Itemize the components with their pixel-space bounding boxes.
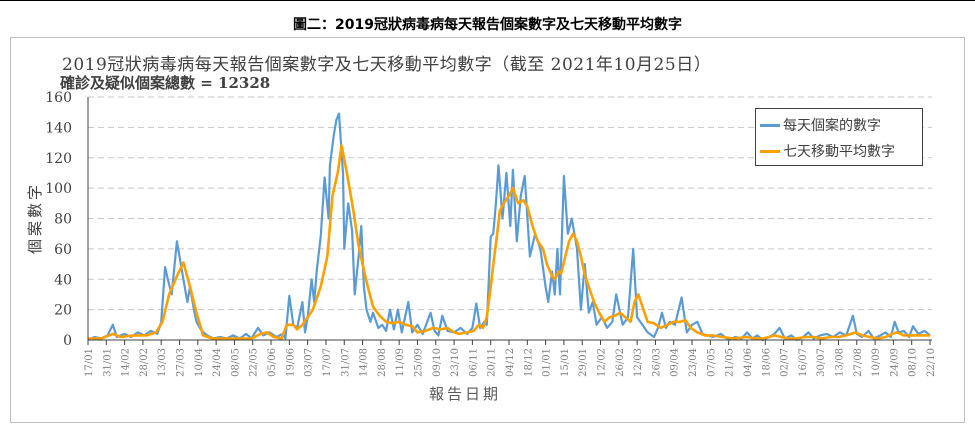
- x-tick-label: 16/07: [798, 348, 809, 377]
- legend-label-moving-average: 七天移動平均數字: [783, 144, 895, 160]
- y-tick-label: 0: [63, 333, 72, 349]
- x-axis-title: 報告日期: [429, 385, 501, 403]
- x-tick-label: 20/11: [487, 348, 498, 377]
- x-tick-label: 27/03: [176, 348, 187, 377]
- x-tick-label: 28/08: [377, 348, 388, 377]
- x-tick-label: 18/12: [523, 348, 534, 377]
- x-tick-label: 08/10: [908, 348, 919, 377]
- y-tick-label: 160: [45, 90, 72, 106]
- x-tick-label: 03/07: [304, 348, 315, 377]
- x-tick-label: 09/04: [670, 348, 681, 377]
- x-tick-label: 01/01: [542, 348, 553, 377]
- x-tick-label: 22/10: [926, 348, 937, 377]
- y-tick-label: 60: [54, 242, 72, 258]
- x-tick-label: 12/03: [633, 348, 644, 377]
- legend: 每天個案的數字 七天移動平均數字: [755, 108, 923, 166]
- y-tick-label: 140: [45, 120, 72, 136]
- x-tick-label: 13/03: [157, 348, 168, 377]
- y-tick-label: 120: [45, 151, 72, 167]
- x-tick-label: 17/07: [322, 348, 333, 377]
- x-tick-label: 15/01: [560, 348, 571, 377]
- legend-swatch-moving-average: [760, 149, 780, 153]
- x-tick-label: 21/05: [725, 348, 736, 377]
- x-tick-label: 23/10: [450, 348, 461, 377]
- x-tick-label: 23/04: [688, 348, 699, 377]
- x-tick-label: 14/08: [359, 348, 370, 377]
- y-tick-label: 100: [45, 181, 72, 197]
- x-tick-label: 19/06: [285, 348, 296, 377]
- figure-caption: 圖二：2019冠狀病毒病每天報告個案數字及七天移動平均數字: [293, 17, 682, 33]
- x-tick-label: 28/02: [139, 348, 150, 377]
- x-tick-label: 12/02: [597, 348, 608, 377]
- x-tick-label: 14/02: [121, 348, 132, 377]
- x-tick-label: 31/07: [340, 348, 351, 377]
- x-tick-label: 17/01: [84, 348, 95, 377]
- y-tick-label: 20: [54, 303, 72, 319]
- x-tick-label: 31/01: [102, 348, 113, 377]
- x-tick-label: 25/09: [413, 348, 424, 377]
- x-tick-label: 22/05: [249, 348, 260, 377]
- x-tick-label: 02/07: [780, 348, 791, 377]
- x-tick-label: 04/12: [505, 348, 516, 377]
- chart-frame: [10, 37, 965, 423]
- legend-swatch-daily: [760, 123, 780, 127]
- x-tick-label: 07/05: [706, 348, 717, 377]
- x-tick-label: 09/10: [432, 348, 443, 377]
- legend-item-daily: 每天個案的數字: [760, 115, 881, 135]
- legend-label-daily: 每天個案的數字: [783, 118, 881, 134]
- x-tick-label: 11/09: [395, 348, 406, 377]
- y-tick-label: 80: [54, 212, 72, 228]
- chart-title: 2019冠狀病毒病每天報告個案數字及七天移動平均數字（截至 2021年10月25…: [62, 55, 712, 75]
- y-axis-title: 個案數字: [26, 182, 44, 254]
- x-tick-label: 30/07: [816, 348, 827, 377]
- x-tick-label: 08/05: [230, 348, 241, 377]
- x-tick-label: 10/09: [871, 348, 882, 377]
- legend-item-moving-average: 七天移動平均數字: [760, 141, 895, 161]
- x-tick-label: 05/06: [267, 348, 278, 377]
- x-tick-label: 24/04: [212, 348, 223, 377]
- x-tick-label: 18/06: [761, 348, 772, 377]
- series-line-moving-average: [88, 144, 930, 340]
- x-tick-label: 24/09: [889, 348, 900, 377]
- top-border: [0, 0, 975, 1]
- x-tick-label: 27/08: [853, 348, 864, 377]
- x-tick-label: 13/08: [834, 348, 845, 377]
- chart-subtitle: 確診及疑似個案總數 = 12328: [60, 74, 271, 92]
- y-tick-label: 40: [54, 272, 72, 288]
- x-tick-label: 10/04: [194, 348, 205, 377]
- x-tick-label: 26/02: [615, 348, 626, 377]
- x-tick-label: 29/01: [578, 348, 589, 377]
- x-tick-label: 04/06: [743, 348, 754, 377]
- x-tick-label: 06/11: [468, 348, 479, 377]
- x-tick-label: 26/03: [651, 348, 662, 377]
